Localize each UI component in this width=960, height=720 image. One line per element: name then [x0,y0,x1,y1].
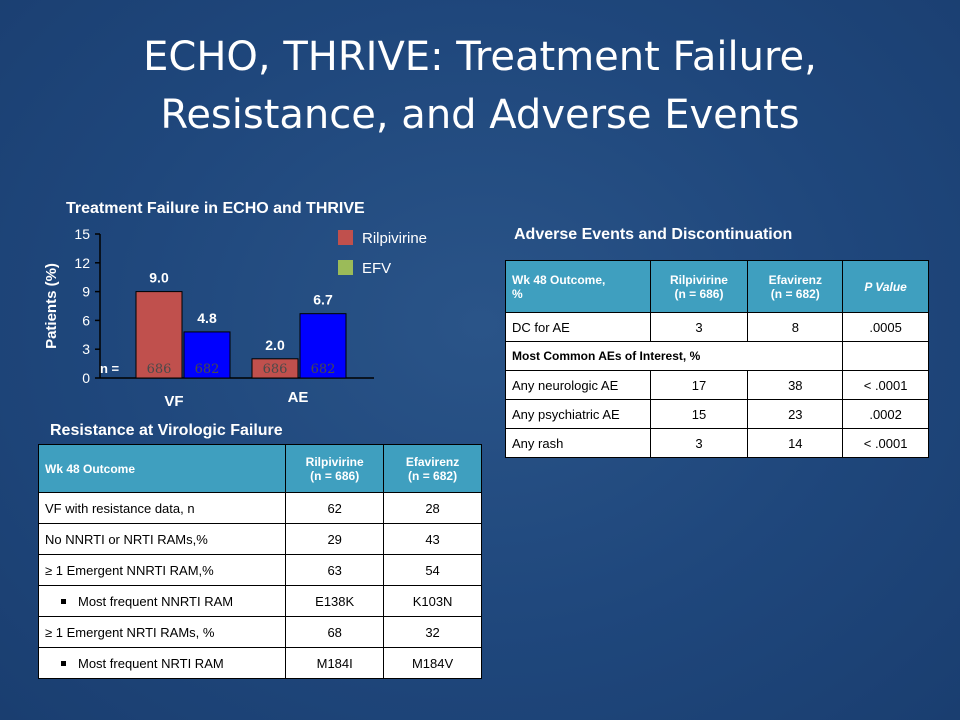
legend-label: EFV [362,260,391,277]
resistance-efavirenz-cell: 28 [383,492,482,524]
adverse-efavirenz-cell: 38 [747,370,844,400]
resistance-row-label: ≥ 1 Emergent NRTI RAMs, % [37,616,287,648]
adverse-row: Any rash 3 14 < .0001 [505,428,929,458]
adverse-row-label: Any neurologic AE [505,370,651,400]
adverse-p-value-cell: .0005 [842,312,929,342]
treatment-failure-chart: 0 3 6 9 12 15 Patients (%) 9.0 686 4.8 682 VF 2.0 686… [43,226,427,410]
y-tick-label: 9 [82,284,90,300]
resistance-row-label: Most frequent NRTI RAM [37,647,287,679]
resistance-rilpivirine-cell: 62 [285,492,385,524]
resistance-row: ≥ 1 Emergent NNRTI RAM,% 63 54 [37,554,482,586]
resistance-rilpivirine-cell: 29 [285,523,385,555]
adverse-efavirenz-cell: 23 [747,399,844,429]
resistance-row-label: VF with resistance data, n [37,492,287,524]
data-label: 2.0 [265,337,285,353]
adverse-efavirenz-cell: 8 [747,312,844,342]
n-label: 682 [195,362,220,377]
adverse-row-label: Any psychiatric AE [505,399,651,429]
data-label: 9.0 [149,270,169,286]
resistance-header-row: Wk 48 Outcome Rilpivirine (n = 686) Efavi… [37,444,482,493]
resistance-rilpivirine-cell: 68 [285,616,385,648]
legend-swatch-rilpivirine [338,230,353,245]
adverse-row: Any neurologic AE 17 38 < .0001 [505,370,929,400]
adverse-p-value-cell: < .0001 [842,428,929,458]
bar-vf-efv [183,331,231,379]
adverse-row-label: DC for AE [505,312,651,342]
adverse-dc-row: DC for AE 3 8.0005 [505,312,929,342]
resistance-rilpivirine-cell: E138K [285,585,385,617]
adverse-header-outcome: Wk 48 Outcome,% [505,260,651,313]
resistance-rilpivirine-cell: 63 [285,554,385,586]
resistance-row-label: No NNRTI or NRTI RAMs,% [37,523,287,555]
data-label: 6.7 [313,292,333,308]
bullet-icon [61,598,66,604]
adverse-events-table: Wk 48 Outcome,% Rilpivirine (n = 686) Efa… [504,260,929,458]
adverse-p-value-cell: .0002 [842,399,929,429]
y-tick-label: 6 [82,312,90,328]
resistance-efavirenz-cell: 43 [383,523,482,555]
bar-ae-efv [299,313,347,379]
resistance-row: VF with resistance data, n 62 28 [37,492,482,524]
resistance-row: No NNRTI or NRTI RAMs,% 29 43 [37,523,482,555]
adverse-subheader: Most Common AEs of Interest, % [504,341,843,371]
x-category-label: AE [288,389,309,406]
y-tick-label: 3 [82,341,90,357]
legend-swatch-efv [338,260,353,275]
adverse-header-row: Wk 48 Outcome,% Rilpivirine (n = 686) Efa… [505,260,929,313]
adverse-header-rilpivirine: Rilpivirine (n = 686) [649,260,749,313]
resistance-row: ≥ 1 Emergent NRTI RAMs, % 68 32 [37,616,482,648]
resistance-row: Most frequent NRTI RAM M184I M184V [37,647,482,679]
resistance-efavirenz-cell: 54 [383,554,482,586]
adverse-row-label: Any rash [505,428,651,458]
adverse-header-p-value: P Value [842,260,929,313]
adverse-header-efavirenz: Efavirenz (n = 682) [747,260,844,313]
resistance-row-label: Most frequent NNRTI RAM [37,585,287,617]
slide-title-line-1: ECHO, THRIVE: Treatment Failure, [143,34,817,80]
adverse-subheader-empty-cell [842,341,929,371]
legend-label: Rilpivirine [362,230,427,247]
y-tick-label: 0 [82,370,90,386]
resistance-row: Most frequent NNRTI RAM E138K K103N [37,585,482,617]
resistance-row-label: ≥ 1 Emergent NNRTI RAM,% [37,554,287,586]
n-label: 686 [263,362,288,377]
y-axis-label: Patients (%) [43,263,60,349]
adverse-rilpivirine-cell: 3 [649,312,749,342]
resistance-header-efavirenz: Efavirenz (n = 682) [383,444,482,493]
adverse-subheader-row: Most Common AEs of Interest, % [504,341,929,371]
bullet-icon [61,660,66,666]
adverse-p-value-cell: < .0001 [842,370,929,400]
adverse-rilpivirine-cell: 15 [649,399,749,429]
x-category-label: VF [164,393,183,410]
bar-vf-rilpivirine [135,291,183,379]
y-tick-label: 15 [74,226,90,242]
resistance-rilpivirine-cell: M184I [285,647,385,679]
bar-ae-rilpivirine [251,358,299,379]
resistance-section-title: Resistance at Virologic Failure [50,422,283,439]
adverse-section-title: Adverse Events and Discontinuation [514,226,793,243]
resistance-efavirenz-cell: 32 [383,616,482,648]
data-label: 4.8 [197,310,217,326]
adverse-rilpivirine-cell: 17 [649,370,749,400]
slide-title-line-2: Resistance, and Adverse Events [160,92,800,138]
n-label: 686 [147,362,172,377]
adverse-efavirenz-cell: 14 [747,428,844,458]
chart-section-title: Treatment Failure in ECHO and THRIVE [66,200,365,217]
resistance-efavirenz-cell: K103N [383,585,482,617]
n-prefix-label: n = [100,361,120,376]
resistance-efavirenz-cell: M184V [383,647,482,679]
resistance-table: Wk 48 Outcome Rilpivirine (n = 686) Efavi… [37,444,482,679]
n-label: 682 [311,362,336,377]
resistance-header-rilpivirine: Rilpivirine (n = 686) [285,444,385,493]
adverse-rilpivirine-cell: 3 [649,428,749,458]
adverse-row: Any psychiatric AE 15 23.0002 [505,399,929,429]
y-tick-label: 12 [74,255,90,271]
slide-title: ECHO, THRIVE: Treatment Failure, Resista… [40,28,920,144]
resistance-header-outcome: Wk 48 Outcome [37,444,287,493]
